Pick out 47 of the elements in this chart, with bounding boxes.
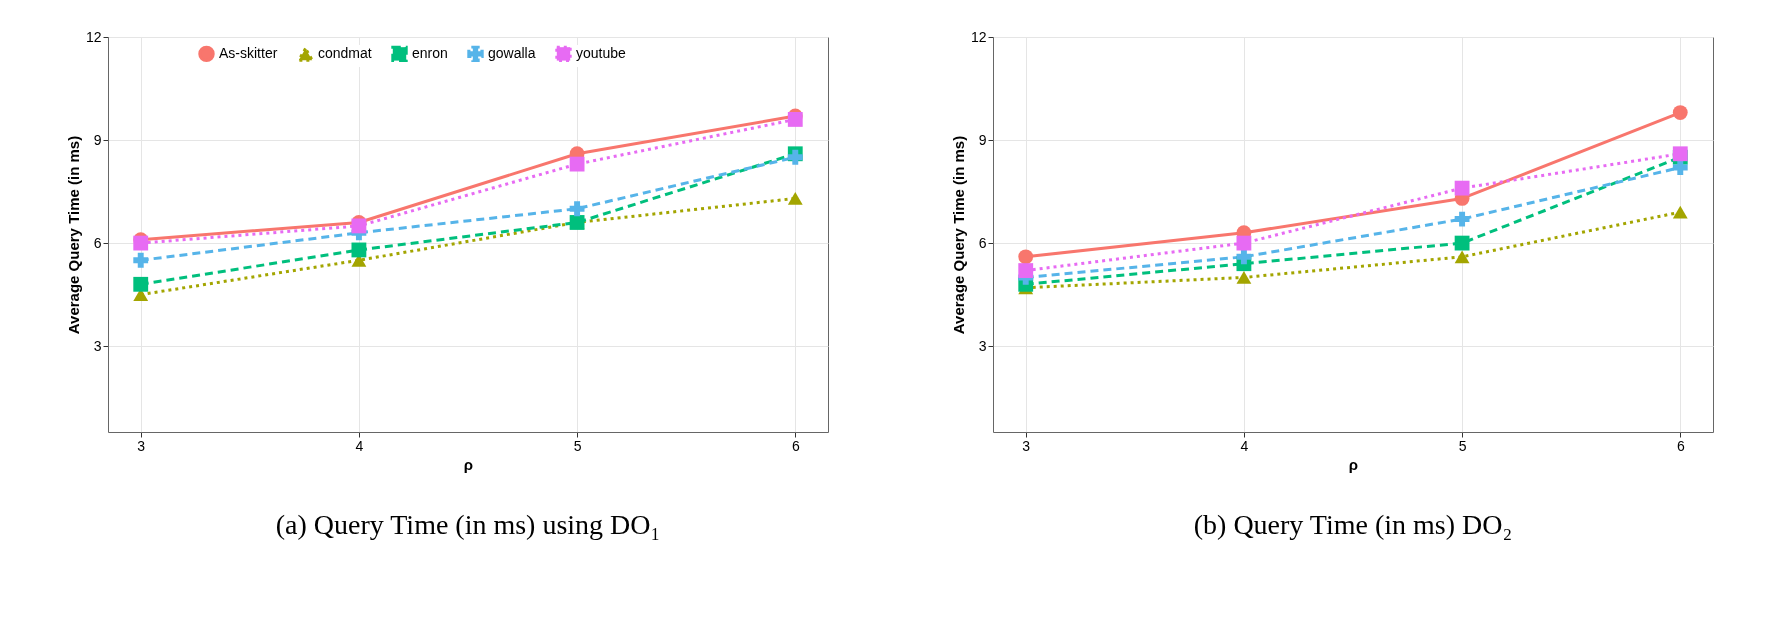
legend-label: enron [412, 44, 448, 61]
text: (b) Query Time (in ms) DO₂ [1193, 509, 1513, 540]
point [1454, 211, 1470, 227]
point [569, 156, 585, 172]
x-tick-label: 3 [137, 437, 146, 454]
y-tick-label: 6 [978, 234, 987, 251]
x-tick-label: 3 [1022, 437, 1031, 454]
point [1018, 249, 1034, 265]
point [351, 218, 367, 234]
point [787, 192, 803, 205]
point [1454, 235, 1470, 251]
y-tick-label: 6 [93, 234, 102, 251]
x-tick-label: 5 [1458, 437, 1467, 454]
x-tick-label: 5 [573, 437, 582, 454]
legend-label: condmat [318, 45, 372, 62]
y-tick-label: 9 [93, 131, 102, 148]
point [1236, 271, 1252, 284]
point [1236, 235, 1252, 251]
point [133, 276, 149, 292]
text: (a) Query Time (in ms) using DO₁ [275, 509, 661, 540]
point [569, 201, 585, 217]
point [133, 252, 149, 268]
point [1672, 160, 1688, 175]
x-tick-label: 6 [791, 437, 800, 454]
point [1672, 205, 1688, 219]
point [1236, 249, 1252, 265]
point [1454, 250, 1470, 264]
y-tick-label: 3 [978, 337, 987, 354]
x-tick-label: 6 [1676, 437, 1685, 454]
legend-label: youtube [576, 44, 627, 61]
y-tick-label: 9 [978, 131, 987, 148]
legend-label: gowalla [488, 44, 536, 61]
point [1454, 180, 1470, 196]
y-tick-label: 12 [85, 28, 102, 45]
point [787, 112, 803, 127]
y-axis-title: Average Query Time (in ms) [949, 135, 967, 335]
x-axis-title: ρ [1348, 455, 1359, 473]
y-axis-title: Average Query Time (in ms) [64, 135, 82, 335]
x-tick-label: 4 [1240, 437, 1249, 454]
y-tick-label: 3 [93, 337, 102, 354]
x-axis-title: ρ [463, 455, 474, 473]
legend-label: As-skitter [219, 44, 278, 61]
y-tick-label: 12 [970, 28, 987, 45]
x-tick-label: 4 [355, 437, 364, 454]
point [1672, 105, 1688, 120]
point [351, 242, 367, 258]
point [1018, 263, 1034, 278]
